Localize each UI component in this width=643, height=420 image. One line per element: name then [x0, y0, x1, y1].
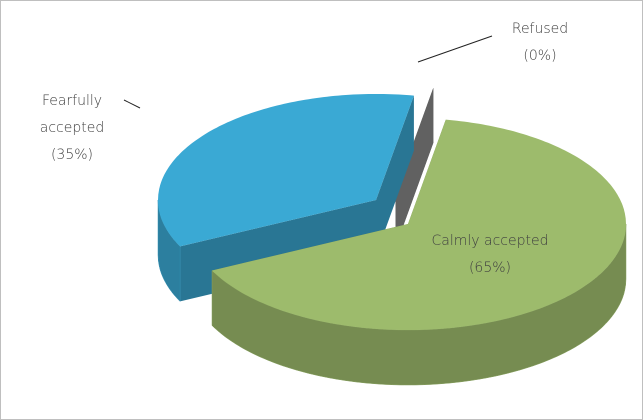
- category-label: Refused: [511, 21, 569, 37]
- slice-label: Refused (0%): [495, 16, 585, 70]
- value-label: (35%): [50, 147, 94, 163]
- slice: [212, 119, 626, 330]
- category-label: Fearfully accepted: [39, 93, 105, 136]
- slice-cut-face: [376, 95, 414, 255]
- slice-side: [211, 223, 627, 386]
- slices: [157, 87, 627, 386]
- value-label: (0%): [523, 48, 557, 64]
- leader-line: [123, 99, 141, 109]
- value-label: (65%): [468, 260, 512, 276]
- slice-cut-face: [395, 87, 434, 248]
- slice-label: Fearfully accepted (35%): [30, 88, 114, 169]
- category-label: Calmly accepted: [431, 233, 549, 249]
- slice: [158, 94, 414, 247]
- leader-line: [417, 35, 493, 63]
- slice-label: Calmly accepted (65%): [410, 228, 570, 282]
